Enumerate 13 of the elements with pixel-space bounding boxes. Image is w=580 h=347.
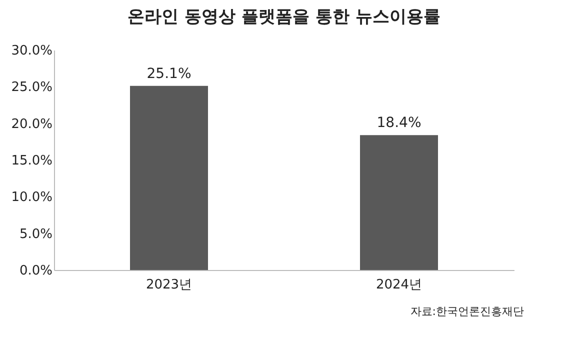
y-tick-label: 25.0% xyxy=(11,80,52,96)
y-tick-label: 30.0% xyxy=(11,44,52,58)
y-tick-label: 15.0% xyxy=(11,154,52,168)
chart-title: 온라인 동영상 플랫폼을 통한 뉴스이용률 xyxy=(128,7,440,27)
y-tick-label: 20.0% xyxy=(11,116,52,132)
x-tick-label: 2024년 xyxy=(376,278,422,292)
text: 자료:한국언론진흥재단 xyxy=(410,305,524,318)
data-label: 18.4% xyxy=(376,115,422,132)
y-tick-label: 5.0% xyxy=(19,226,52,242)
x-tick-label: 2023년 xyxy=(146,278,192,292)
y-tick-label: 10.0% xyxy=(11,190,52,206)
data-label: 25.1% xyxy=(146,66,192,82)
y-tick-label: 0.0% xyxy=(19,264,52,278)
